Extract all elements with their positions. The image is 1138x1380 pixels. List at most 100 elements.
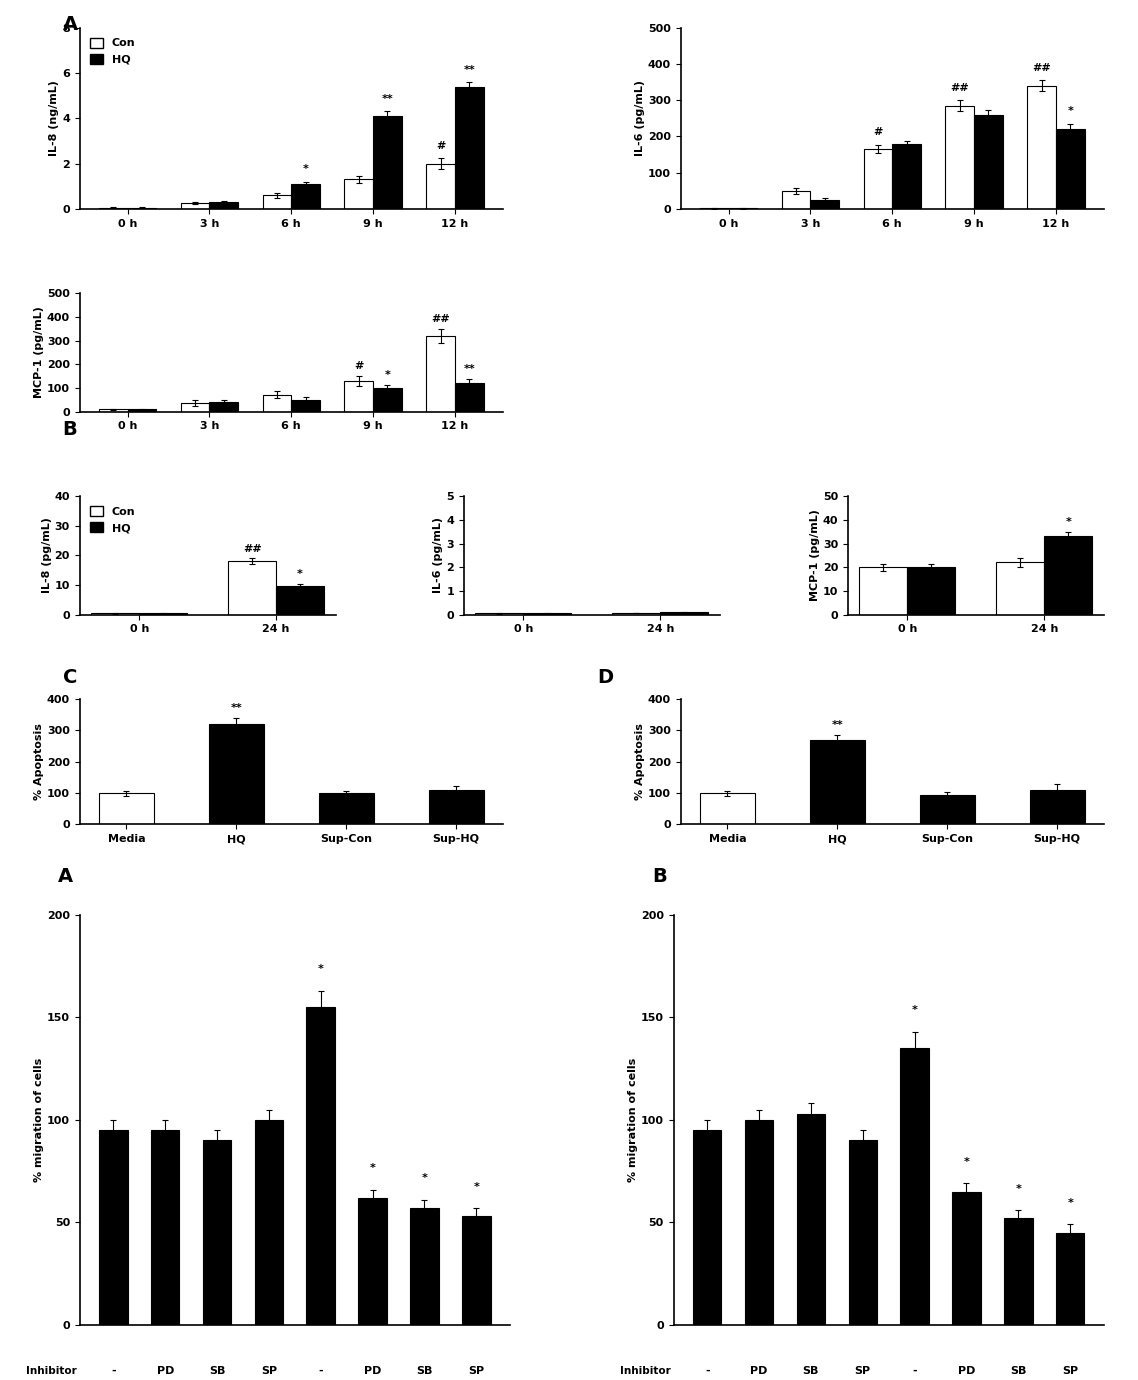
Text: *: * [912,1006,917,1016]
Bar [209,724,264,824]
Text: -: - [913,1366,917,1376]
Bar [1004,1219,1032,1325]
Bar [291,184,320,208]
Text: ##: ## [242,544,262,553]
Text: PD: PD [364,1366,381,1376]
Text: *: * [964,1156,970,1167]
Text: SP: SP [855,1366,871,1376]
Text: -: - [112,1366,116,1376]
Text: PD: PD [958,1366,975,1376]
Bar [1056,130,1085,208]
Text: SB: SB [1011,1366,1026,1376]
Text: *: * [1067,1198,1073,1208]
Bar [277,586,324,614]
Bar [1028,86,1056,208]
Bar [345,381,373,411]
Y-axis label: IL-6 (pg/mL): IL-6 (pg/mL) [434,518,444,593]
Bar [693,1130,721,1325]
Bar [373,388,402,411]
Text: *: * [1015,1184,1021,1194]
Y-axis label: IL-6 (pg/mL): IL-6 (pg/mL) [635,80,645,156]
Text: ##: ## [431,315,450,324]
Text: **: ** [463,364,476,374]
Text: **: ** [230,704,242,713]
Bar [907,567,955,614]
Text: ##: ## [1032,63,1052,73]
Text: D: D [597,668,613,687]
Bar [700,793,754,824]
Text: SB: SB [417,1366,432,1376]
Bar [203,1140,231,1325]
Text: **: ** [832,720,843,730]
Text: PD: PD [750,1366,768,1376]
Bar [974,115,1003,208]
Bar [427,164,455,208]
Bar [849,1140,877,1325]
Bar [181,203,209,208]
Bar [291,400,320,411]
Bar [953,1191,981,1325]
Y-axis label: MCP-1 (pg/mL): MCP-1 (pg/mL) [34,306,44,399]
Text: SP: SP [468,1366,485,1376]
Bar [946,105,974,208]
Text: B: B [63,420,77,439]
Text: SB: SB [802,1366,819,1376]
Bar [209,201,238,208]
Bar [306,1007,335,1325]
Text: *: * [385,370,390,380]
Bar [920,795,974,824]
Bar [373,116,402,208]
Text: *: * [1067,106,1073,116]
Bar [427,335,455,411]
Y-axis label: % Apoptosis: % Apoptosis [34,723,44,800]
Text: *: * [1065,518,1071,527]
Text: **: ** [463,65,476,75]
Text: *: * [473,1181,479,1191]
Text: SB: SB [209,1366,225,1376]
Bar [1030,789,1085,824]
Text: *: * [318,965,323,974]
Text: A: A [58,867,73,886]
Bar [462,1216,490,1325]
Text: #: # [354,362,363,371]
Text: *: * [370,1163,376,1173]
Text: -: - [704,1366,709,1376]
Y-axis label: MCP-1 (pg/mL): MCP-1 (pg/mL) [810,509,819,602]
Bar [181,403,209,411]
Bar [410,1208,439,1325]
Bar [99,410,127,411]
Bar [229,562,277,614]
Text: Inhibitor: Inhibitor [26,1366,77,1376]
Bar [127,410,156,411]
Bar [864,149,892,208]
Text: *: * [303,164,308,174]
Bar [744,1121,774,1325]
Bar [1045,537,1092,614]
Y-axis label: % migration of cells: % migration of cells [628,1057,638,1183]
Bar [900,1049,929,1325]
Y-axis label: IL-8 (pg/mL): IL-8 (pg/mL) [42,518,51,593]
Bar [263,196,291,208]
Text: SP: SP [261,1366,277,1376]
Bar [358,1198,387,1325]
Bar [797,1114,825,1325]
Bar [263,395,291,411]
Text: SP: SP [1062,1366,1078,1376]
Bar [345,179,373,208]
Y-axis label: % migration of cells: % migration of cells [34,1057,44,1183]
Bar [660,613,708,614]
Text: *: * [297,570,303,580]
Bar [99,793,154,824]
Bar [99,1130,127,1325]
Legend: Con, HQ: Con, HQ [85,33,140,69]
Y-axis label: % Apoptosis: % Apoptosis [635,723,645,800]
Text: *: * [421,1173,428,1184]
Text: PD: PD [157,1366,174,1376]
Y-axis label: IL-8 (ng/mL): IL-8 (ng/mL) [49,80,59,156]
Bar [859,567,907,614]
Bar [612,613,660,614]
Text: A: A [63,15,77,34]
Legend: Con, HQ: Con, HQ [85,502,140,538]
Text: **: ** [381,94,394,105]
Bar [1056,1232,1085,1325]
